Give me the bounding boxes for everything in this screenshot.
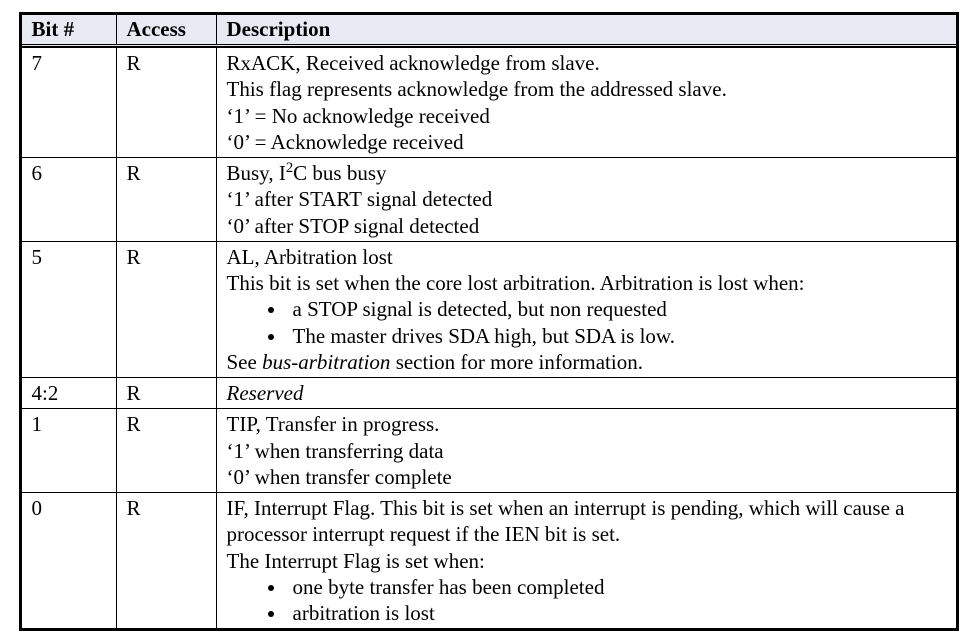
cell-desc: RxACK, Received acknowledge from slave. … bbox=[217, 48, 956, 157]
cell-desc: Reserved bbox=[217, 378, 956, 408]
cell-desc: Busy, I2C bus busy ‘1’ after START signa… bbox=[217, 158, 956, 241]
desc-line: TIP, Transfer in progress. bbox=[227, 411, 946, 437]
cell-bit: 7 bbox=[22, 48, 117, 157]
italic-text: bus-arbitration bbox=[262, 350, 390, 374]
text: C bus busy bbox=[293, 161, 386, 185]
table-row: 5 R AL, Arbitration lost This bit is set… bbox=[22, 241, 956, 377]
table-row: 7 R RxACK, Received acknowledge from sla… bbox=[22, 47, 956, 157]
cell-bit: 1 bbox=[22, 409, 117, 492]
table-row: 4:2 R Reserved bbox=[22, 377, 956, 408]
desc-line: ‘0’ = Acknowledge received bbox=[227, 129, 946, 155]
cell-desc: TIP, Transfer in progress. ‘1’ when tran… bbox=[217, 409, 956, 492]
desc-line: Busy, I2C bus busy bbox=[227, 160, 946, 186]
col-header-access: Access bbox=[117, 15, 217, 44]
cell-bit: 5 bbox=[22, 242, 117, 377]
cell-access: R bbox=[117, 158, 217, 241]
desc-line: See bus-arbitration section for more inf… bbox=[227, 349, 946, 375]
reserved-text: Reserved bbox=[227, 381, 304, 405]
text: See bbox=[227, 350, 263, 374]
desc-line: AL, Arbitration lost bbox=[227, 244, 946, 270]
bullet-item: one byte transfer has been completed bbox=[287, 574, 946, 600]
cell-bit: 6 bbox=[22, 158, 117, 241]
cell-access: R bbox=[117, 48, 217, 157]
register-table: Bit # Access Description 7 R RxACK, Rece… bbox=[19, 12, 959, 631]
bullet-list: one byte transfer has been completed arb… bbox=[287, 574, 946, 627]
bullet-item: arbitration is lost bbox=[287, 600, 946, 626]
cell-access: R bbox=[117, 242, 217, 377]
desc-line: ‘1’ after START signal detected bbox=[227, 186, 946, 212]
desc-line: ‘1’ when transferring data bbox=[227, 438, 946, 464]
desc-line: IF, Interrupt Flag. This bit is set when… bbox=[227, 495, 946, 548]
cell-bit: 4:2 bbox=[22, 378, 117, 408]
bullet-item: a STOP signal is detected, but non reque… bbox=[287, 296, 946, 322]
table-header-row: Bit # Access Description bbox=[22, 15, 956, 47]
bullet-list: a STOP signal is detected, but non reque… bbox=[287, 296, 946, 349]
desc-line: This flag represents acknowledge from th… bbox=[227, 76, 946, 102]
desc-line: This bit is set when the core lost arbit… bbox=[227, 270, 946, 296]
col-header-desc: Description bbox=[217, 15, 956, 44]
table-row: 1 R TIP, Transfer in progress. ‘1’ when … bbox=[22, 408, 956, 492]
desc-line: ‘0’ after STOP signal detected bbox=[227, 213, 946, 239]
desc-line: RxACK, Received acknowledge from slave. bbox=[227, 50, 946, 76]
table-row: 0 R IF, Interrupt Flag. This bit is set … bbox=[22, 492, 956, 628]
cell-access: R bbox=[117, 378, 217, 408]
cell-access: R bbox=[117, 409, 217, 492]
table-row: 6 R Busy, I2C bus busy ‘1’ after START s… bbox=[22, 157, 956, 241]
bullet-item: The master drives SDA high, but SDA is l… bbox=[287, 323, 946, 349]
desc-line: ‘0’ when transfer complete bbox=[227, 464, 946, 490]
col-header-bit: Bit # bbox=[22, 15, 117, 44]
desc-line: ‘1’ = No acknowledge received bbox=[227, 103, 946, 129]
text: Busy, I bbox=[227, 161, 286, 185]
text: section for more information. bbox=[390, 350, 643, 374]
cell-desc: AL, Arbitration lost This bit is set whe… bbox=[217, 242, 956, 377]
